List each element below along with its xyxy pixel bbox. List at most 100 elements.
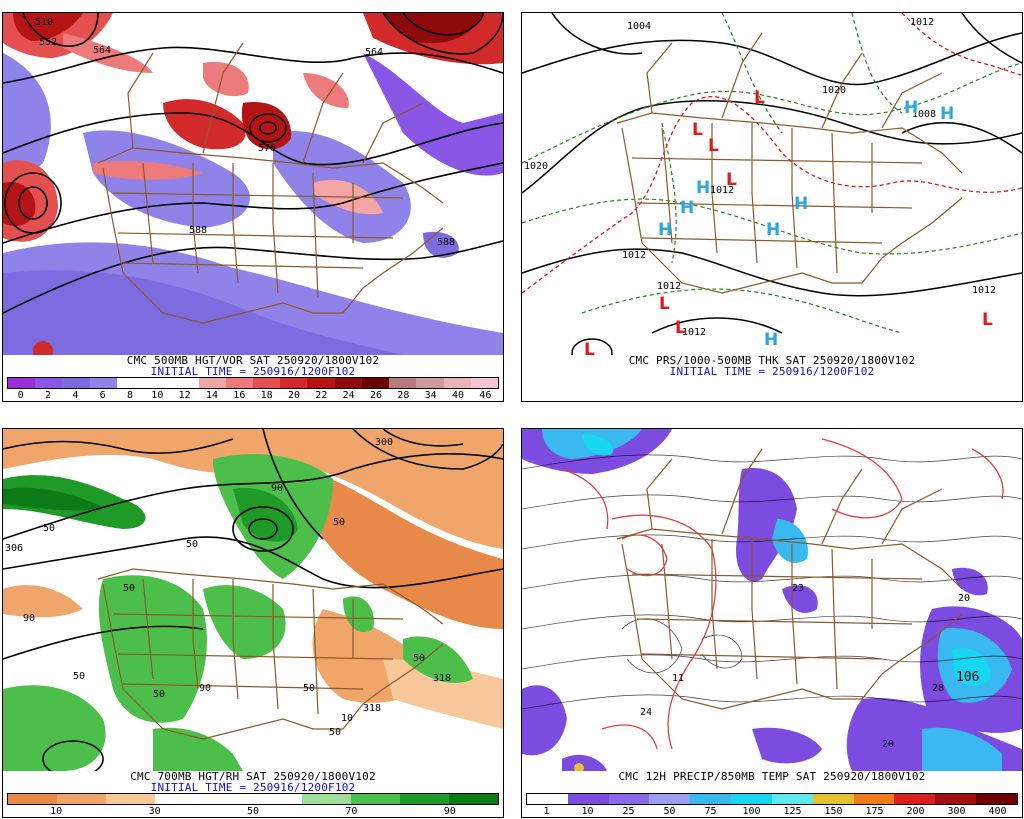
colorbar-swatch (334, 378, 362, 388)
contour-label: 1020 (524, 161, 548, 172)
colorbar-tick-label: 10 (50, 806, 63, 817)
vorticity-colorbar (7, 377, 499, 389)
contour-label: 50 (303, 683, 315, 694)
colorbar-swatch (155, 794, 204, 804)
low-pressure-marker: L (726, 170, 737, 190)
initial-time: INITIAL TIME = 250916/1200F102 (150, 365, 356, 378)
contour-label: 50 (153, 689, 165, 700)
contour-label: 318 (363, 703, 381, 714)
contour-label: 10 (341, 713, 353, 724)
high-pressure-marker: H (904, 98, 918, 118)
map-pressure-thickness: 1004 1012 1020 1020 1012 1012 1012 1012 … (522, 13, 1022, 355)
high-pressure-marker: H (764, 330, 778, 350)
low-pressure-marker: L (584, 340, 595, 355)
colorbar-swatch (252, 378, 281, 388)
contour-label: 510 (35, 17, 53, 28)
colorbar-tick-label: 90 (443, 806, 456, 817)
low-pressure-marker: L (675, 318, 686, 338)
panel-precip-850mb-temp: 20 28 106 24 11 23 20 CMC 12H PRECIP/850… (521, 428, 1023, 818)
contour-label: 1004 (627, 21, 651, 32)
colorbar-swatch (8, 794, 57, 804)
contour-label: 50 (43, 523, 55, 534)
colorbar-tick-label: 50 (246, 806, 260, 817)
colorbar-tick-label: 25 (622, 806, 635, 817)
colorbar-swatch (307, 378, 335, 388)
colorbar-swatch (389, 378, 417, 388)
panel-title: CMC PRS/1000-500MB THK SAT 250920/1800V1… (628, 354, 916, 367)
high-pressure-marker: H (680, 198, 694, 218)
low-pressure-marker: L (982, 310, 993, 330)
low-pressure-marker: L (754, 88, 765, 108)
colorbar-tick-label: 16 (233, 390, 246, 401)
colorbar-tick-label: 8 (126, 390, 134, 401)
colorbar-swatch (894, 794, 936, 804)
contour-label: 306 (5, 543, 23, 554)
panel-title: CMC 700MB HGT/RH SAT 250920/1800V102 (130, 770, 376, 783)
colorbar-tick-label: 14 (205, 390, 219, 401)
contour-label: 28 (932, 683, 944, 694)
colorbar-tick-label: 40 (451, 390, 465, 401)
colorbar-tick-label: 24 (342, 390, 355, 401)
colorbar-tick-label: 28 (397, 390, 410, 401)
high-pressure-marker: H (794, 194, 808, 214)
contour-label: 50 (186, 539, 198, 550)
precip-colorbar (526, 793, 1018, 805)
colorbar-swatch (57, 794, 106, 804)
colorbar-tick-label: 70 (345, 806, 358, 817)
contour-label: 11 (672, 673, 684, 684)
contour-label: 576 (258, 143, 276, 154)
colorbar-tick-label: 150 (824, 806, 843, 817)
contour-label: 300 (375, 437, 393, 448)
colorbar-tick-label: 30 (148, 806, 161, 817)
colorbar-swatch (400, 794, 449, 804)
vorticity-ticks: 0 2 4 6 8 10 12 14 16 18 20 22 24 26 28 34 40 46 (7, 390, 499, 402)
colorbar-tick-label: 46 (479, 390, 492, 401)
contour-label: 1012 (910, 17, 934, 28)
low-pressure-marker: L (692, 120, 703, 140)
colorbar-swatch (527, 794, 568, 804)
humidity-ticks: 10 30 50 70 90 (7, 806, 499, 818)
colorbar-swatch (470, 378, 498, 388)
colorbar-swatch (731, 794, 772, 804)
colorbar-tick-label: 175 (865, 806, 884, 817)
colorbar-tick-label: 34 (424, 390, 437, 401)
colorbar-tick-label: 50 (663, 806, 676, 817)
panel-500mb-hgt-vor: 510 552 564 564 576 588 588 CMC 500MB HG… (2, 12, 504, 402)
colorbar-tick-label: 22 (315, 390, 328, 401)
colorbar-swatch (608, 794, 650, 804)
contour-label: 50 (123, 583, 135, 594)
colorbar-swatch (853, 794, 895, 804)
contour-label: 588 (189, 225, 207, 236)
colorbar-tick-label: 400 (988, 806, 1007, 817)
colorbar-swatch (204, 794, 253, 804)
contour-label: 1012 (622, 250, 646, 261)
contour-label: 1012 (682, 327, 706, 338)
low-pressure-marker: L (659, 294, 670, 314)
colorbar-swatch (253, 794, 302, 804)
colorbar-tick-label: 100 (742, 806, 761, 817)
colorbar-tick-label: 10 (581, 806, 594, 817)
colorbar-swatch (62, 378, 90, 388)
colorbar-tick-label: 4 (72, 390, 79, 401)
colorbar-tick-label: 20 (287, 390, 301, 401)
low-pressure-marker: L (708, 136, 719, 156)
colorbar-tick-label: 10 (151, 390, 164, 401)
colorbar-tick-label: 1 (543, 806, 550, 817)
colorbar-tick-label: 6 (99, 390, 106, 401)
map-700mb-humidity: 50 50 50 50 50 90 90 90 50 50 318 318 30… (3, 429, 503, 771)
colorbar-swatch (144, 378, 172, 388)
colorbar-swatch (302, 794, 351, 804)
contour-label: 552 (39, 37, 57, 48)
colorbar-tick-label: 75 (704, 806, 717, 817)
colorbar-swatch (198, 378, 226, 388)
panel-pressure-thickness: 1004 1012 1020 1020 1012 1012 1012 1012 … (521, 12, 1023, 402)
initial-time: INITIAL TIME = 250916/1200F102 (150, 781, 356, 794)
colorbar-tick-label: 18 (260, 390, 273, 401)
precip-ticks: 1 10 25 50 75 100 125 150 175 200 300 400 (526, 806, 1018, 818)
colorbar-swatch (416, 378, 444, 388)
high-pressure-marker: H (696, 178, 710, 198)
colorbar-tick-label: 0 (17, 390, 24, 401)
colorbar-tick-label: 125 (783, 806, 802, 817)
contour-label: 20 (958, 593, 970, 604)
contour-label: 1008 (912, 109, 936, 120)
